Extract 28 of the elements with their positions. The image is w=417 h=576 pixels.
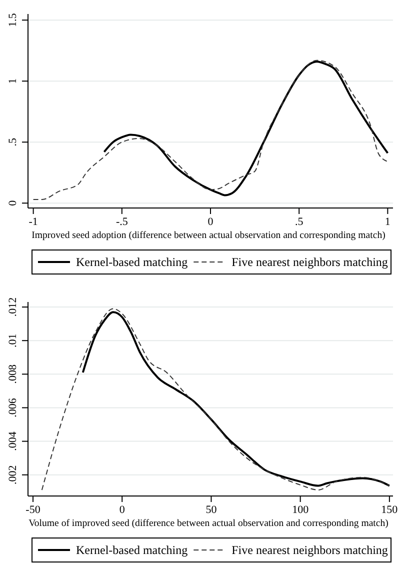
legend-label: Five nearest neighbors matching bbox=[232, 543, 388, 557]
y-tick-label: .004 bbox=[7, 431, 19, 451]
x-tick-label: .5 bbox=[294, 216, 304, 228]
y-tick-label: .012 bbox=[7, 297, 19, 317]
y-tick-label: .006 bbox=[7, 398, 19, 418]
legend-label: Kernel-based matching bbox=[76, 543, 188, 557]
line-series bbox=[103, 60, 389, 196]
y-tick-label: .008 bbox=[7, 364, 19, 384]
x-tick-label: -.5 bbox=[116, 216, 128, 228]
x-tick-label: 100 bbox=[292, 504, 310, 516]
line-series bbox=[32, 60, 388, 200]
y-tick-label: 1 bbox=[7, 78, 19, 84]
legend-label: Five nearest neighbors matching bbox=[232, 255, 388, 269]
y-tick-label: 0 bbox=[7, 200, 19, 206]
x-axis-title: Improved seed adoption (difference between actual observation and corresponding match) bbox=[32, 230, 386, 241]
x-tick-label: 1 bbox=[384, 216, 390, 228]
y-tick-label: 1.5 bbox=[7, 12, 19, 27]
x-axis-title: Volume of improved seed (difference between actual observation and corresponding match) bbox=[28, 518, 388, 529]
y-tick-label: .002 bbox=[7, 465, 19, 484]
legend-label: Kernel-based matching bbox=[76, 255, 188, 269]
x-tick-label: 0 bbox=[119, 504, 126, 516]
x-tick-label: 150 bbox=[381, 504, 398, 516]
x-tick-label: 0 bbox=[208, 216, 214, 228]
x-tick-label: -50 bbox=[26, 504, 41, 516]
x-tick-label: 50 bbox=[206, 504, 218, 516]
y-tick-label: .5 bbox=[7, 137, 19, 146]
x-tick-label: -1 bbox=[28, 216, 38, 228]
y-tick-label: .01 bbox=[7, 334, 19, 348]
